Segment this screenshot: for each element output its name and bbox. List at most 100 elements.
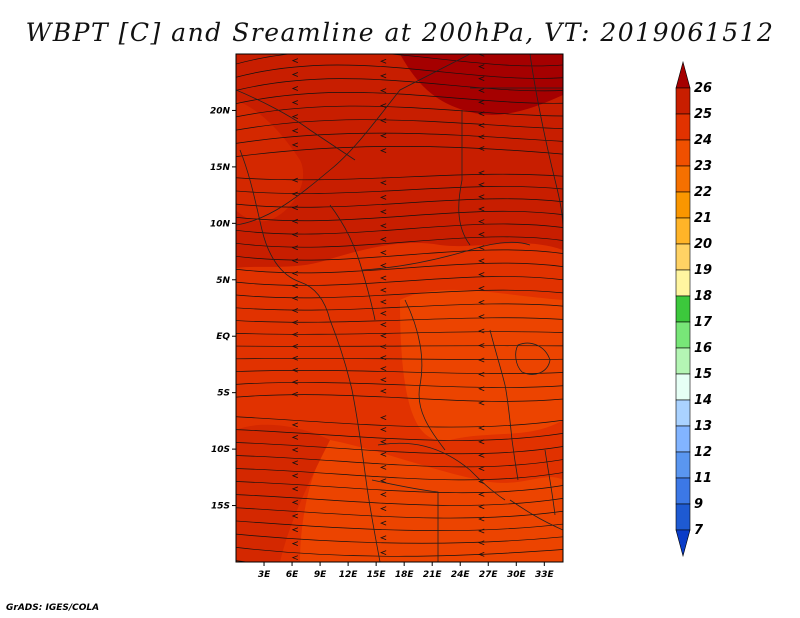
streamline-arrowhead: [293, 31, 298, 35]
wbpt-shading: [236, 54, 563, 562]
streamline-arrowhead: [291, 447, 299, 453]
colorbar-label: 16: [694, 341, 712, 356]
colorbar-label: 15: [694, 367, 712, 382]
streamline-arrowhead: [478, 357, 485, 363]
streamline-arrowhead: [478, 540, 485, 546]
colorbar-label: 13: [694, 419, 712, 434]
streamline-arrowhead: [380, 506, 387, 512]
colorbar-segment: [675, 217, 691, 245]
streamline: [236, 507, 563, 519]
x-axis: 3E 6E 9E 12E 15E 18E 21E 24E 27E 30E 33E: [258, 562, 554, 580]
x-tick-label: 12E: [339, 570, 359, 580]
streamline-arrowhead: [478, 400, 485, 406]
streamline: [236, 276, 563, 286]
streamline-arrowhead: [291, 258, 299, 264]
streamline-arrowhead: [478, 76, 485, 82]
colorbar-label: 18: [694, 289, 712, 304]
border-libya-niger: [236, 54, 471, 226]
streamline-arrowhead: [380, 464, 387, 470]
streamline: [236, 416, 563, 428]
streamline: [236, 92, 563, 105]
streamline-arrowhead: [380, 237, 387, 242]
y-tick-label: 15S: [211, 502, 230, 512]
streamline-arrowhead: [291, 460, 299, 466]
streamline-arrowhead: [380, 180, 387, 186]
streamline-arrowhead: [380, 520, 387, 526]
streamline-arrowhead: [380, 333, 387, 339]
colorbar-label: 12: [694, 445, 712, 460]
colorbar-segment: [675, 113, 691, 141]
x-tick-label: 9E: [314, 570, 327, 580]
y-tick-label: 10N: [210, 219, 231, 229]
grads-credit: GrADS: IGES/COLA: [6, 603, 100, 613]
colorbar-label: 21: [694, 211, 712, 226]
streamline-arrowhead: [478, 466, 485, 472]
streamline-arrowhead: [380, 478, 387, 484]
colorbar-label: 22: [694, 185, 712, 200]
streamline-arrowhead: [478, 170, 485, 176]
lake-tanganyika: [504, 384, 519, 481]
x-tick-label: 15E: [367, 570, 387, 580]
streamlines: [226, 31, 573, 568]
streamline-arrowhead: [478, 504, 485, 510]
colorbar-segment: [675, 139, 691, 167]
streamline-arrowhead: [380, 223, 387, 229]
y-axis: 20N 15N 10N 5N EQ 5S 10S 15S: [210, 106, 236, 512]
colorbar-segment: [675, 503, 691, 531]
colorbar-segment: [675, 477, 691, 505]
streamline-arrowhead: [478, 328, 485, 334]
streamline-arrowhead: [291, 473, 299, 479]
streamline: [236, 394, 563, 402]
colorbar-segment: [675, 373, 691, 401]
streamline-arrowhead: [478, 372, 485, 377]
streamline-arrowhead: [291, 245, 299, 251]
streamline: [236, 546, 563, 557]
streamline-arrowhead: [291, 434, 299, 440]
streamline: [236, 331, 563, 335]
streamline-arrowhead: [479, 564, 484, 568]
colorbar-label: 11: [694, 471, 712, 486]
streamline-arrowhead: [380, 263, 387, 268]
streamline-arrowhead: [380, 148, 387, 154]
streamline: [236, 236, 563, 248]
streamline-arrowhead: [478, 552, 485, 557]
wbpt-region-moderate-south: [300, 440, 563, 562]
streamline-arrowhead: [478, 300, 485, 305]
colorbar-segment: [675, 425, 691, 453]
streamline-arrowhead: [291, 555, 299, 561]
streamline-arrowhead: [380, 133, 387, 139]
streamline-arrowhead: [291, 355, 299, 361]
streamline-arrowhead: [478, 194, 485, 200]
streamline: [236, 78, 563, 92]
streamline-arrowhead: [380, 355, 387, 361]
streamline: [226, 38, 573, 54]
colorbar-segment: [675, 321, 691, 349]
streamline-arrowhead: [478, 231, 485, 237]
streamline-arrowhead: [380, 275, 387, 281]
streamline-arrowhead: [291, 128, 299, 134]
colorbar-segment: [675, 87, 691, 115]
lake-victoria: [515, 342, 551, 375]
streamline-arrowhead: [380, 322, 387, 328]
streamline-arrowhead: [380, 194, 387, 200]
streamline-arrowhead: [381, 45, 386, 49]
streamline-arrowhead: [291, 486, 299, 492]
colorbar-label: 17: [694, 315, 713, 330]
border-nigeria-cameroon: [329, 204, 376, 321]
streamline-arrowhead: [291, 391, 299, 397]
streamline-arrowhead: [478, 111, 485, 117]
streamline: [236, 370, 563, 374]
streamline: [236, 429, 563, 441]
streamline: [236, 223, 563, 235]
colorbar-segment: [675, 191, 691, 219]
y-tick-label: EQ: [216, 332, 230, 342]
streamline-arrowhead: [380, 118, 387, 124]
streamline-arrowhead: [291, 191, 299, 197]
streamline-arrowhead: [291, 541, 299, 547]
streamline-arrowhead: [478, 146, 485, 151]
streamline-arrowhead: [380, 73, 387, 79]
colorbar-bottom-arrow: [675, 529, 691, 558]
colorbar-label: 14: [694, 393, 712, 408]
streamline-arrowhead: [478, 439, 485, 445]
streamline-arrowhead: [291, 205, 299, 211]
